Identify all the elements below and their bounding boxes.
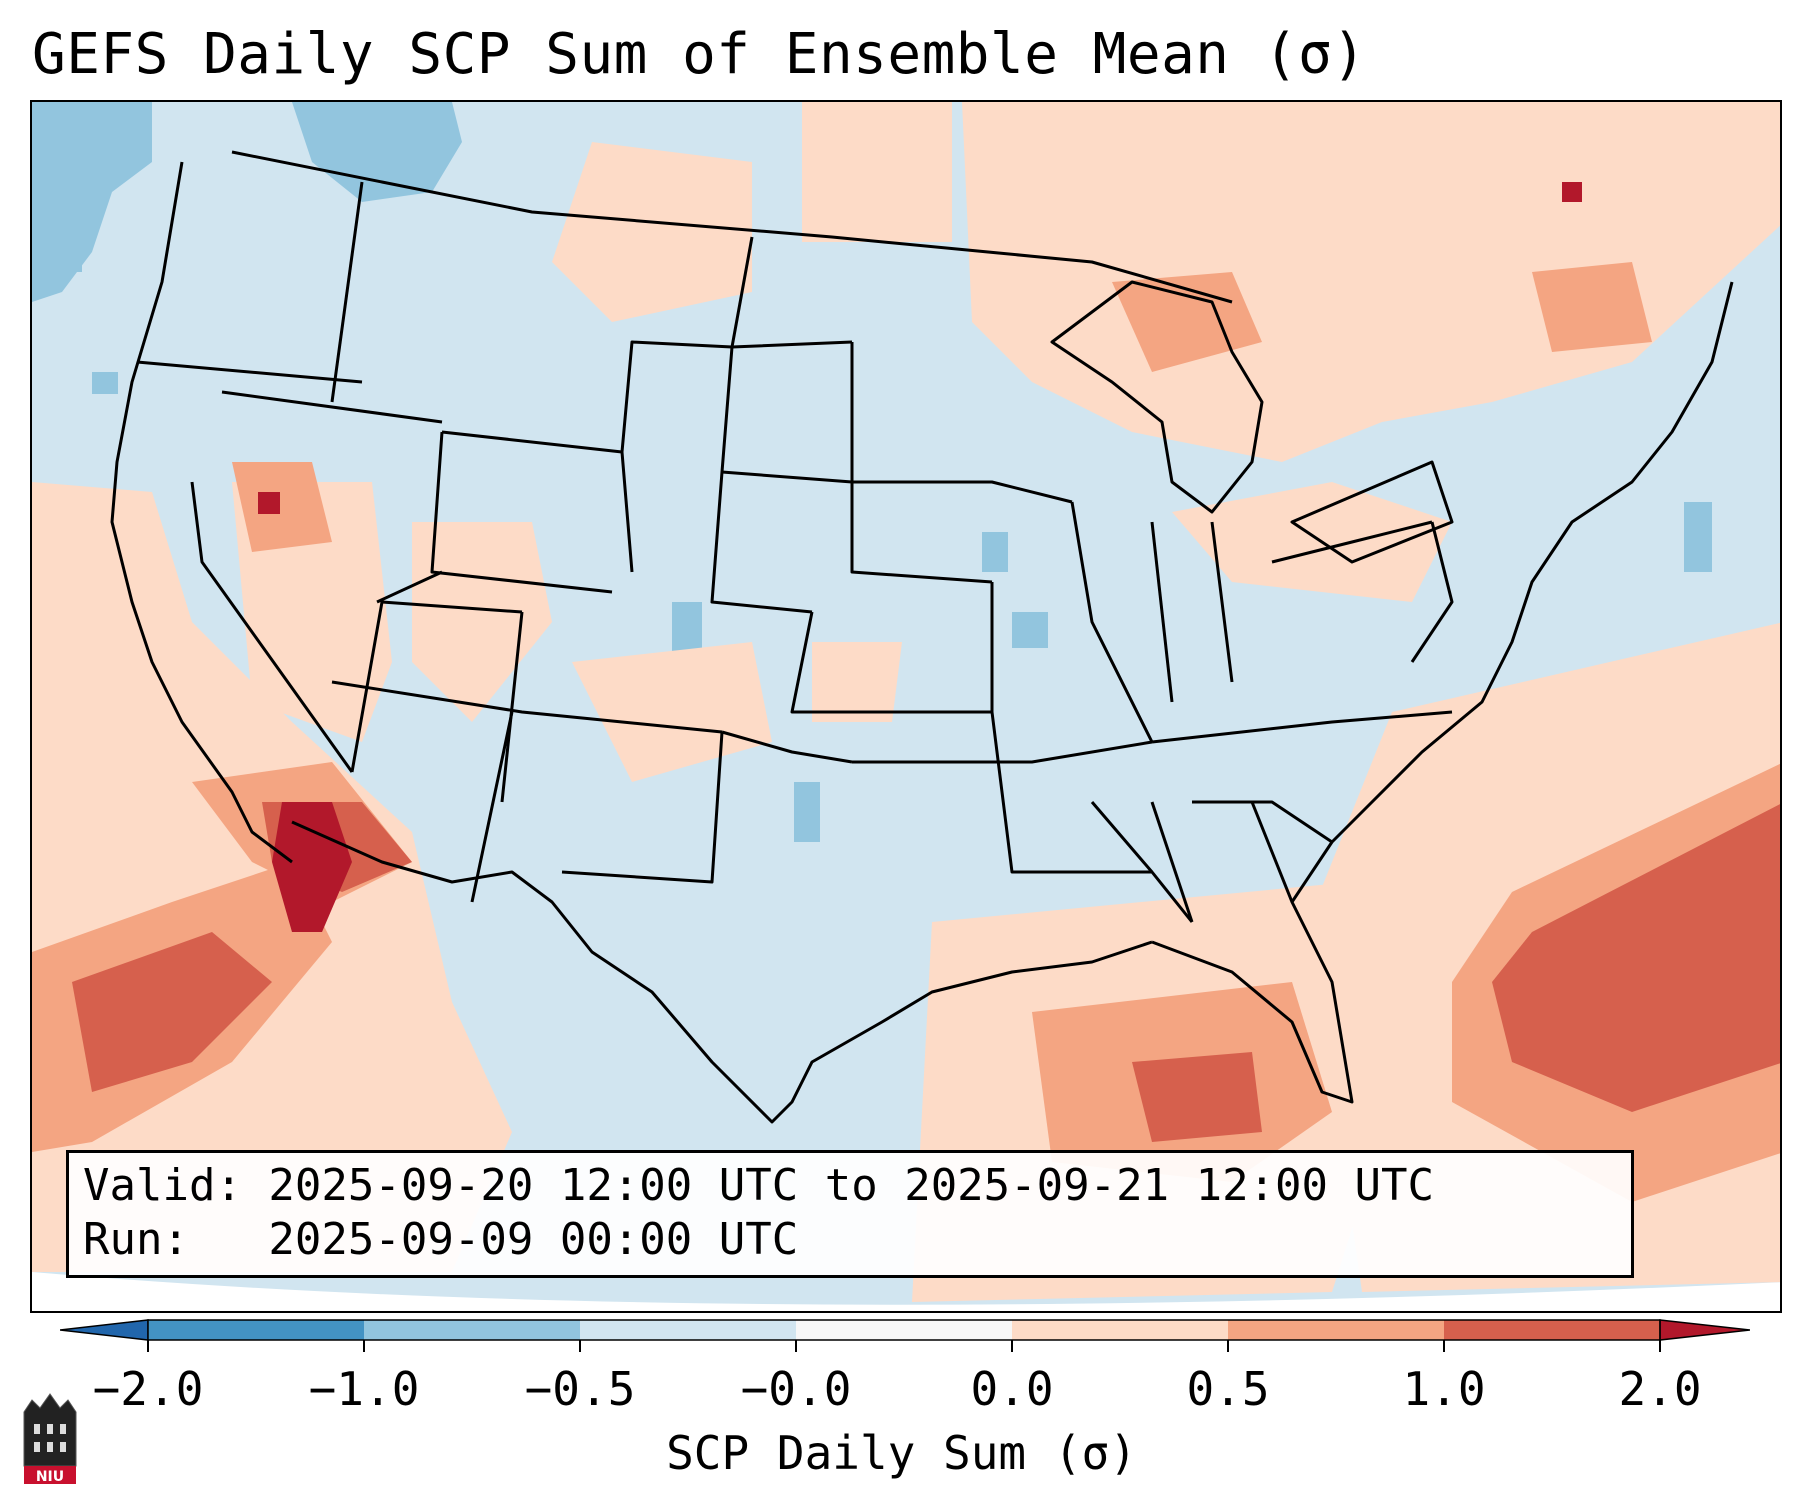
colorbar-tick-label: 2.0: [1618, 1362, 1702, 1416]
colorbar-bin-1: [148, 1320, 364, 1340]
logo-text: NIU: [36, 1469, 64, 1485]
colorbar-over-arrow: [1659, 1319, 1750, 1341]
colorbar-bin-4: [796, 1320, 1012, 1340]
projection-edge: [32, 1272, 1780, 1311]
colorbar-tick-label: −0.5: [524, 1362, 636, 1416]
run-time-text: Run: 2025-09-09 00:00 UTC: [83, 1214, 799, 1265]
colorbar-label: SCP Daily Sum (σ): [666, 1426, 1137, 1480]
colorbar-tick-label: 0.0: [970, 1362, 1054, 1416]
map-panel: [30, 100, 1782, 1313]
valid-time-text: Valid: 2025-09-20 12:00 UTC to 2025-09-2…: [83, 1160, 1435, 1211]
colorbar-bin-5: [1012, 1320, 1228, 1340]
colorbar-bin-3: [580, 1320, 796, 1340]
colorbar-under-arrow: [60, 1319, 149, 1341]
colorbar-tick-label: −2.0: [92, 1362, 204, 1416]
colorbar-tick-label: 1.0: [1402, 1362, 1486, 1416]
colorbar-tick-label: 0.5: [1186, 1362, 1270, 1416]
valid-run-info-box: Valid: 2025-09-20 12:00 UTC to 2025-09-2…: [66, 1150, 1634, 1278]
colorbar-bin-6: [1228, 1320, 1444, 1340]
colorbar-ticks: [147, 1340, 1661, 1352]
extreme-positive-field: [258, 182, 1582, 932]
colorbar-bin-7: [1444, 1320, 1660, 1340]
colorbar-bin-2: [364, 1320, 580, 1340]
map-canvas: [32, 102, 1780, 1311]
negative-anomaly-field: [32, 102, 1712, 842]
colorbar: [60, 1319, 1750, 1352]
state-borders: [110, 150, 1734, 1124]
colorbar-tick-label: −0.0: [740, 1362, 852, 1416]
colorbar-tick-label: −1.0: [308, 1362, 420, 1416]
chart-title: GEFS Daily SCP Sum of Ensemble Mean (σ): [32, 22, 1367, 87]
niu-logo-icon: NIU: [23, 1393, 77, 1485]
